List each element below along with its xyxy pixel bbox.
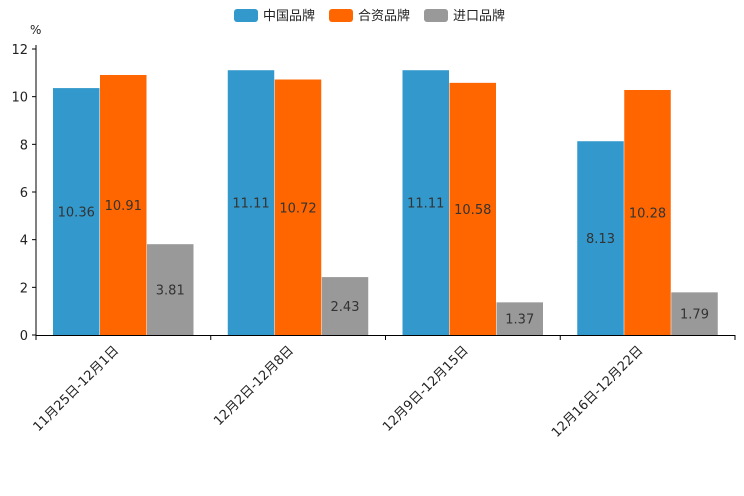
bar xyxy=(227,70,275,335)
bar xyxy=(274,79,322,335)
data-label: 10.72 xyxy=(279,201,316,216)
data-label: 10.28 xyxy=(629,206,666,221)
bar xyxy=(449,82,496,336)
data-label: 8.13 xyxy=(586,232,615,247)
data-label: 11.11 xyxy=(232,197,269,212)
bar xyxy=(100,74,147,335)
data-label: 11.11 xyxy=(407,197,444,212)
data-label: 10.91 xyxy=(105,199,142,214)
y-tick-label: 12 xyxy=(11,43,28,58)
x-tick-label: 12月16日-12月22日 xyxy=(549,343,646,440)
data-label: 3.81 xyxy=(156,284,185,299)
legend-label: 中国品牌 xyxy=(263,8,315,24)
x-axis: 11月25日-12月1日 12月2日-12月8日 12月9日-12月15日 12月16… xyxy=(31,335,736,441)
y-tick-label: 8 xyxy=(20,138,28,153)
data-label: 1.79 xyxy=(680,308,709,323)
bar xyxy=(321,277,369,335)
y-tick-label: 2 xyxy=(20,281,28,296)
legend-label: 进口品牌 xyxy=(453,8,505,24)
legend-label: 合资品牌 xyxy=(358,8,410,24)
bar xyxy=(671,292,718,335)
y-tick-label: 4 xyxy=(20,234,28,249)
x-tick-label: 11月25日-12月1日 xyxy=(31,343,123,435)
legend-swatch xyxy=(234,9,258,22)
y-axis: 0 2 4 6 8 10 12 xyxy=(11,43,37,344)
bars: 10.36 10.91 3.81 11.11 10.72 2.43 11.11 10.58 1.… xyxy=(53,70,718,336)
x-tick-label: 12月2日-12月8日 xyxy=(211,343,297,429)
data-label: 1.37 xyxy=(505,313,534,328)
bar xyxy=(402,70,449,335)
data-label: 2.43 xyxy=(331,300,360,315)
data-label: 10.36 xyxy=(58,206,95,221)
bar xyxy=(147,244,194,335)
bar xyxy=(577,141,624,335)
legend-swatch xyxy=(329,9,353,22)
y-tick-label: 6 xyxy=(20,186,28,201)
data-label: 10.58 xyxy=(454,203,491,218)
legend: 中国品牌 合资品牌 进口品牌 xyxy=(234,8,505,24)
y-axis-unit: % xyxy=(30,23,41,37)
bar xyxy=(624,89,671,335)
x-tick-label: 12月9日-12月15日 xyxy=(380,343,472,435)
bar xyxy=(496,302,543,335)
y-tick-label: 10 xyxy=(11,91,28,106)
bar xyxy=(53,88,100,335)
legend-swatch xyxy=(424,9,448,22)
y-tick-label: 0 xyxy=(20,329,28,344)
